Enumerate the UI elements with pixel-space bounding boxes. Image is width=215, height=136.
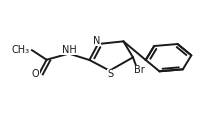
Text: CH₃: CH₃ bbox=[11, 45, 29, 55]
Text: S: S bbox=[108, 69, 114, 79]
Text: O: O bbox=[32, 69, 39, 79]
Text: N: N bbox=[93, 36, 101, 46]
Text: Br: Br bbox=[134, 65, 144, 75]
Text: NH: NH bbox=[62, 45, 77, 55]
